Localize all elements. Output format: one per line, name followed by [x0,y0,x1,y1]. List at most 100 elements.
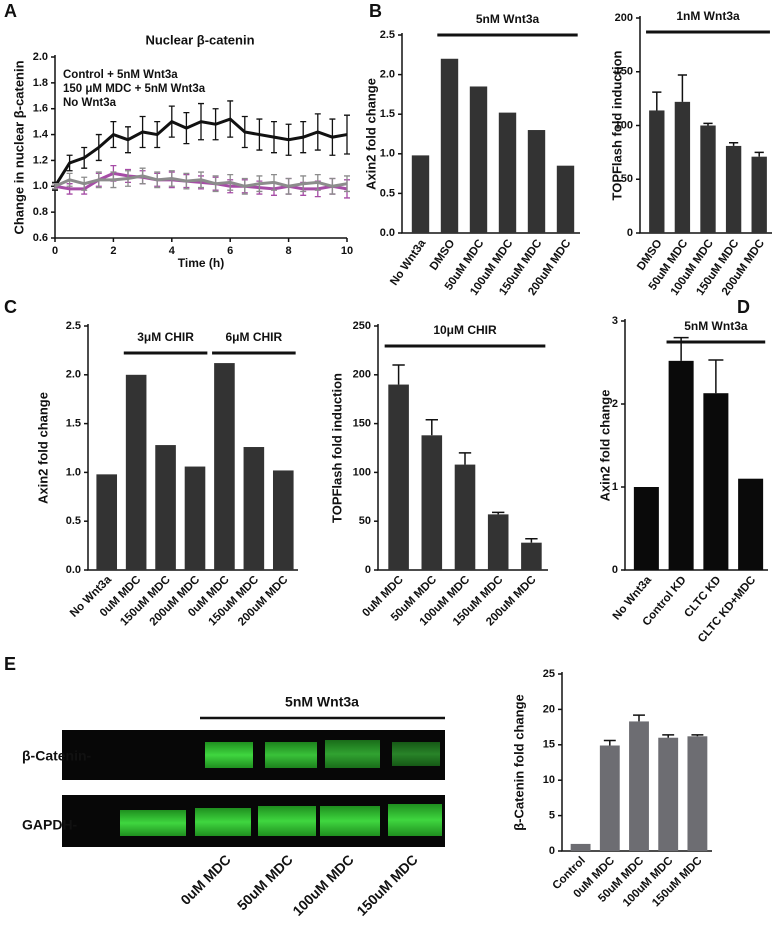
bar [700,125,716,233]
error-bar [492,511,505,515]
annotation: 10μM CHIR [433,323,497,337]
y-tick-label: 0 [549,845,555,857]
blot-band [388,804,442,836]
panel-letter: A [4,1,17,21]
bar [633,487,659,570]
y-tick-label: 50 [359,515,371,527]
bar [687,736,708,851]
lane-label: 150uM MDC [353,851,420,918]
y-tick-label: 1.6 [33,103,48,115]
y-tick-label: 1.0 [33,180,48,192]
y-tick-label: 1.5 [380,108,395,120]
y-tick-label: 2.0 [380,69,395,81]
blot-band [258,806,316,836]
blot-band [120,810,186,836]
western-blot: 5nM Wnt3a β-Catenin- GAPDH- 0uM MDC 50uM… [22,694,445,919]
annotation: 6μM CHIR [226,330,283,344]
blot-membrane [62,730,445,780]
y-tick-label: 50 [621,173,633,185]
x-tick-label: 4 [169,245,176,257]
bar [155,445,176,570]
y-tick-label: 2 [612,398,618,410]
error-bar [652,91,662,111]
bar [411,155,430,233]
x-tick-label: 6 [227,245,233,257]
bar [214,363,235,570]
y-tick-label: 1 [612,481,618,493]
bar [487,514,509,570]
y-tick-label: 0.0 [66,564,81,576]
y-tick-label: 20 [543,703,555,715]
treatment-label: 5nM Wnt3a [285,694,359,710]
y-tick-label: 0.6 [33,232,48,244]
error-bar [633,714,645,722]
blot-band [265,742,317,768]
bar [738,478,764,570]
bar [440,58,459,234]
y-tick-label: 200 [353,369,371,381]
y-axis-label: Axin2 fold change [35,392,50,504]
error-bar [458,452,472,465]
error-bar [691,734,704,737]
bar [498,112,517,233]
x-tick-label: No Wnt3a [388,237,429,288]
error-bar [425,418,438,436]
bar [674,101,691,233]
y-tick-label: 0 [365,564,371,576]
y-axis-label: Change in nuclear β-catenin [11,60,26,234]
x-tick-label: 8 [286,245,292,257]
error-bar [754,151,764,157]
error-bar [703,122,713,126]
y-axis-label: β-Catenin fold change [511,694,526,831]
y-tick-label: 250 [353,320,371,332]
blot-band [320,806,380,836]
bar [125,374,147,570]
blot-band [205,742,253,768]
bar [454,464,476,570]
bar [725,145,742,233]
annotation: 5nM Wnt3a [476,12,540,26]
blot-band [195,808,251,836]
chart-title: Nuclear β-catenin [145,32,254,47]
y-tick-label: 0 [627,227,633,239]
bar [96,474,118,570]
bar [272,470,294,570]
y-tick-label: 0.5 [380,187,395,199]
y-tick-label: 1.8 [33,77,48,89]
bar [751,156,767,233]
panel-letter: E [4,654,16,674]
legend-entry: 150 μM MDC + 5nM Wnt3a [63,83,206,95]
blot-row-label: β-Catenin- [22,748,92,764]
x-tick-label: 10 [341,245,353,257]
y-tick-label: 150 [353,418,371,430]
bar [421,435,443,570]
bar [599,745,620,851]
legend-entry: No Wnt3a [63,97,117,109]
y-tick-label: 0.5 [66,515,81,527]
panel-letter: C [4,297,17,317]
y-tick-label: 10 [543,774,555,786]
y-tick-label: 0.8 [33,206,48,218]
bar [570,843,591,851]
y-tick-label: 150 [615,66,633,78]
bar [527,130,546,233]
y-axis-label: TOPFlash fold induction [609,50,624,200]
bar [556,165,575,233]
blot-band [392,742,440,766]
panel-letter: D [737,297,750,317]
x-axis-label: Time (h) [178,256,224,270]
legend-entry: Control + 5nM Wnt3a [63,69,178,81]
bar [629,721,649,851]
y-tick-label: 1.4 [33,128,49,140]
y-tick-label: 3 [612,315,618,327]
series-line [53,117,348,188]
annotation: 3μM CHIR [137,330,194,344]
x-tick-label: DMSO [428,238,458,273]
y-tick-label: 15 [543,739,555,751]
x-tick-label: 0 [52,245,58,257]
panel-letter: B [369,1,382,21]
bar [469,86,488,233]
lane-label: 100uM MDC [289,851,356,918]
